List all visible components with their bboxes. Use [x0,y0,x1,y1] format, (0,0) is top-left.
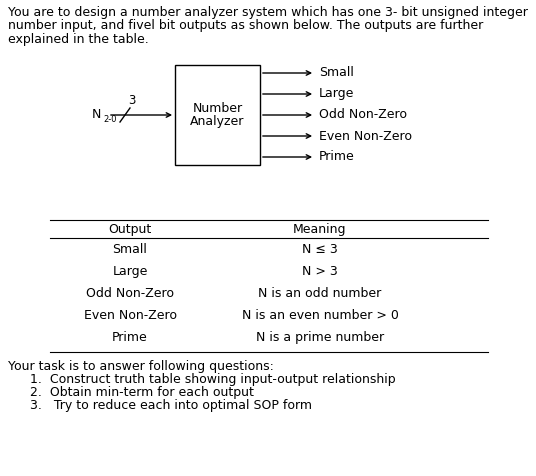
Text: N ≤ 3: N ≤ 3 [302,243,338,256]
Text: 2-0: 2-0 [103,115,116,123]
Text: Small: Small [319,67,354,79]
Text: Prime: Prime [112,331,148,344]
Text: 3.   Try to reduce each into optimal SOP form: 3. Try to reduce each into optimal SOP f… [30,399,312,412]
Text: Odd Non-Zero: Odd Non-Zero [319,109,407,121]
Bar [175,65,260,165]
Text: Even Non-Zero: Even Non-Zero [84,309,176,322]
Text: Large: Large [319,88,354,100]
Text: Large: Large [113,265,148,278]
Text: Output: Output [108,223,152,236]
Text: explained in the table.: explained in the table. [8,33,149,46]
Text: Analyzer: Analyzer [190,116,245,129]
Text: number input, and fivel bit outputs as shown below. The outputs are further: number input, and fivel bit outputs as s… [8,20,483,32]
Text: Number: Number [192,101,243,115]
Text: N is an odd number: N is an odd number [258,287,382,300]
Text: Small: Small [113,243,147,256]
Text: Odd Non-Zero: Odd Non-Zero [86,287,174,300]
Text: Even Non-Zero: Even Non-Zero [319,129,412,142]
Text: N: N [92,109,101,121]
Text: N > 3: N > 3 [302,265,338,278]
Text: Your task is to answer following questions:: Your task is to answer following questio… [8,360,274,373]
Text: Prime: Prime [319,150,355,163]
Text: 3: 3 [128,94,136,107]
Text: 2.  Obtain min-term for each output: 2. Obtain min-term for each output [30,386,254,399]
Text: N is a prime number: N is a prime number [256,331,384,344]
Text: 1.  Construct truth table showing input-output relationship: 1. Construct truth table showing input-o… [30,373,396,386]
Text: N is an even number > 0: N is an even number > 0 [242,309,398,322]
Text: You are to design a number analyzer system which has one 3- bit unsigned integer: You are to design a number analyzer syst… [8,6,528,19]
Text: Meaning: Meaning [293,223,347,236]
